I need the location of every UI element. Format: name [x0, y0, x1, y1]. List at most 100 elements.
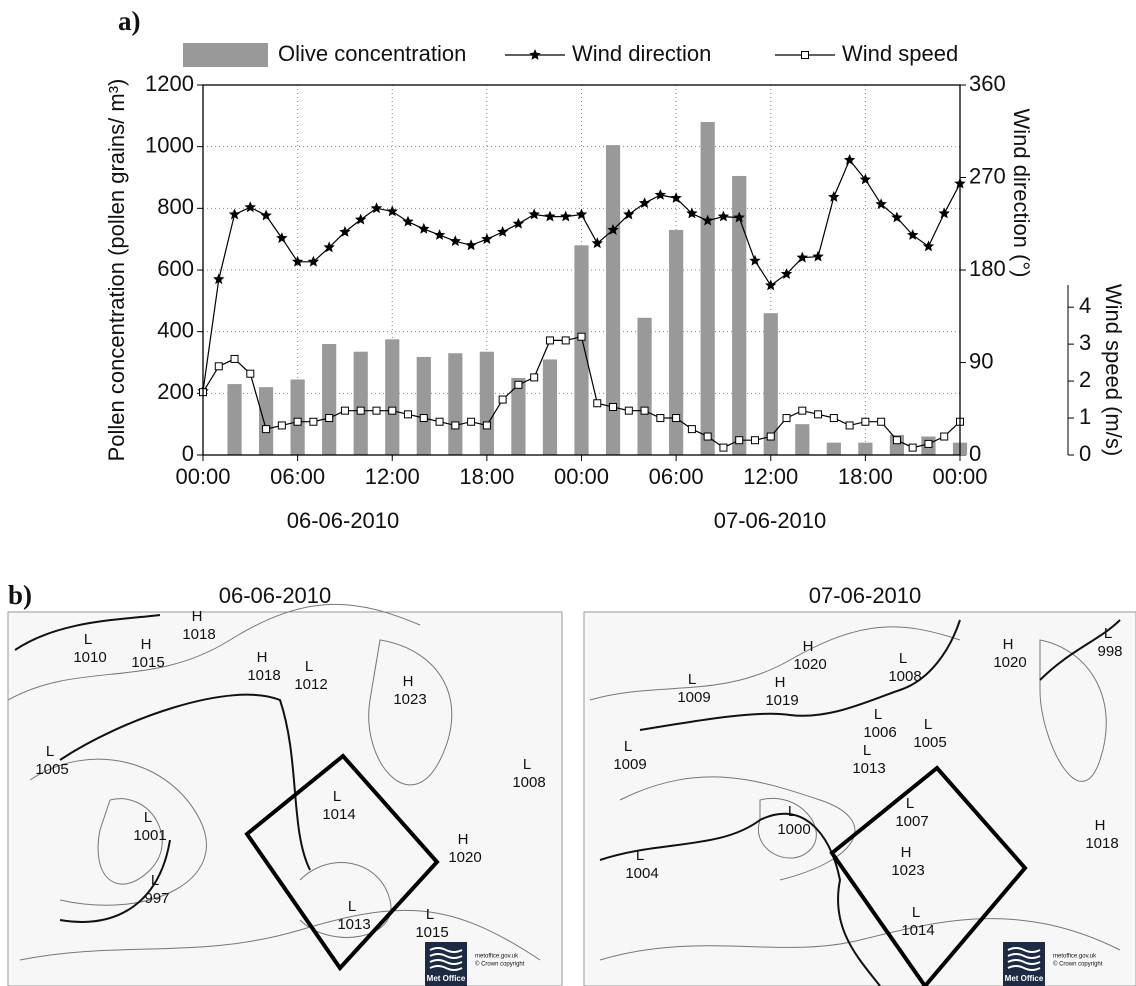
- square-marker: [829, 414, 838, 423]
- star-marker: [528, 208, 540, 220]
- bar: [574, 245, 589, 455]
- isobar: [7, 603, 421, 701]
- star-marker: [859, 173, 872, 185]
- square-marker: [577, 332, 586, 341]
- logo-wave: [429, 959, 463, 965]
- square-marker: [624, 406, 633, 415]
- square-marker: [340, 406, 349, 415]
- square-marker: [545, 336, 554, 345]
- pressure-value: 1023: [891, 862, 924, 879]
- star-marker: [355, 213, 367, 225]
- pressure-kind: H: [775, 674, 786, 691]
- star-marker: [733, 211, 745, 223]
- star-marker: [529, 49, 541, 60]
- bar: [227, 384, 242, 455]
- x-tick-label: 00:00: [932, 464, 987, 489]
- star-marker: [402, 215, 414, 227]
- pressure-value: 997: [144, 890, 169, 907]
- plot-frame: [202, 84, 961, 456]
- square-marker: [877, 417, 886, 426]
- bar: [511, 377, 526, 455]
- bar: [795, 424, 810, 455]
- y-tick-label: 200: [157, 379, 194, 404]
- star-marker: [213, 273, 225, 285]
- square-marker: [372, 406, 381, 415]
- pressure-value: 1013: [852, 760, 885, 777]
- pressure-value: 1005: [35, 761, 68, 778]
- square-marker: [845, 421, 854, 430]
- pressure-kind: L: [863, 742, 871, 759]
- bar: [732, 175, 747, 456]
- region-box: [244, 753, 440, 972]
- isobar: [19, 909, 541, 961]
- bar: [290, 379, 305, 455]
- pressure-value: 1018: [182, 626, 215, 643]
- square-marker: [482, 421, 491, 430]
- pressure-kind: L: [899, 650, 907, 667]
- square-marker: [246, 369, 255, 378]
- bar: [448, 353, 463, 455]
- star-marker: [922, 240, 935, 252]
- pressure-value: 1009: [613, 756, 646, 773]
- pressure-kind: L: [906, 795, 914, 812]
- map-date: 06-06-2010: [219, 583, 332, 608]
- x-tick-label: 12:00: [743, 464, 798, 489]
- star-marker: [749, 254, 761, 266]
- square-marker: [861, 417, 870, 426]
- credit: © Crown copyright: [475, 961, 525, 968]
- y-tick-label: 600: [157, 256, 194, 281]
- map-panel: [7, 603, 1136, 986]
- star-marker: [496, 226, 509, 237]
- square-marker: [940, 432, 949, 441]
- map-frame: [7, 611, 563, 986]
- bar: [826, 442, 841, 455]
- x-tick-label: 00:00: [554, 464, 609, 489]
- legend-item: Wind direction: [505, 41, 711, 66]
- star-marker: [765, 279, 777, 291]
- pressure-value: 1020: [793, 656, 826, 673]
- square-marker: [388, 406, 397, 415]
- pressure-value: 1010: [73, 649, 106, 666]
- square-marker: [798, 406, 807, 415]
- square-marker: [309, 417, 318, 426]
- star-marker: [796, 251, 808, 263]
- square-marker: [687, 425, 696, 434]
- y3-tick-label: 2: [1079, 367, 1091, 392]
- star-marker: [717, 210, 730, 222]
- y2-tick-label: 0: [969, 441, 981, 466]
- pressure-value: 1018: [247, 667, 280, 684]
- square-marker: [908, 443, 917, 452]
- square-marker: [719, 443, 728, 452]
- bar: [353, 351, 368, 455]
- pressure-kind: H: [141, 636, 152, 653]
- pressure-value: 1000: [777, 821, 810, 838]
- credit: metoffice.gov.uk: [1053, 954, 1097, 960]
- logo-text: Met Office: [427, 974, 466, 983]
- bar: [322, 344, 337, 455]
- pressure-kind: L: [305, 658, 313, 675]
- x-tick-label: 06:00: [649, 464, 704, 489]
- square-marker: [640, 406, 649, 415]
- star-marker: [623, 208, 635, 220]
- pressure-value: 1012: [294, 676, 327, 693]
- credit: © Crown copyright: [1053, 961, 1103, 968]
- pressure-value: 1014: [901, 922, 934, 939]
- bar: [858, 442, 873, 455]
- y-tick-label: 800: [157, 194, 194, 219]
- legend-swatch: [183, 43, 268, 67]
- square-marker: [801, 51, 809, 59]
- front: [639, 619, 961, 731]
- bar: [763, 313, 778, 455]
- square-marker: [593, 399, 602, 408]
- square-marker: [293, 417, 302, 426]
- pressure-kind: L: [788, 803, 796, 820]
- x-tick-label: 18:00: [459, 464, 514, 489]
- y2-axis-label: Wind direction (°): [1009, 109, 1034, 278]
- star-marker: [907, 229, 919, 240]
- logo-wave: [429, 947, 463, 953]
- pressure-kind: L: [688, 671, 696, 688]
- star-marker: [370, 202, 383, 214]
- pressure-kind: L: [523, 756, 531, 773]
